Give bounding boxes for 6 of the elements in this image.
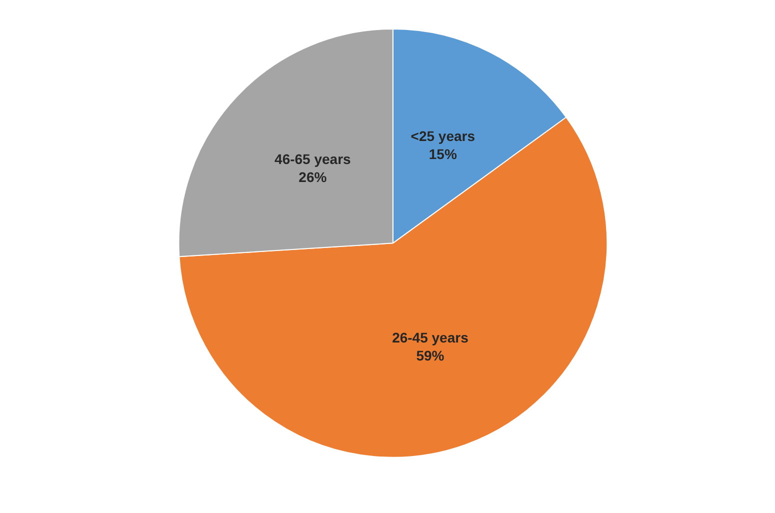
data-label: 59% [416, 348, 445, 364]
slice-label: <25 years [410, 128, 476, 144]
data-label: 26% [298, 168, 328, 185]
slice-label: 26-45 years [392, 330, 469, 346]
data-label: 15% [428, 146, 458, 162]
slice-label: 46-65 years [274, 150, 352, 167]
